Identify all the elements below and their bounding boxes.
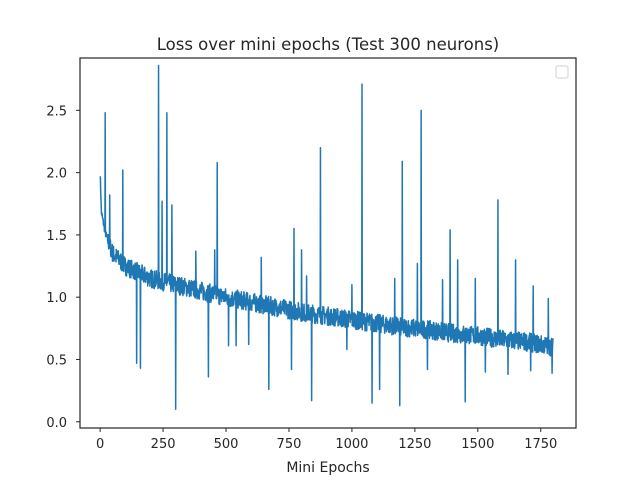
y-axis-ticks: 0.0 0.5 1.0 1.5 2.0 2.5 xyxy=(46,104,80,431)
x-tick-label: 250 xyxy=(151,437,176,452)
x-tick-label: 1000 xyxy=(335,437,368,452)
y-tick-label: 1.5 xyxy=(46,229,67,244)
x-tick-label: 1500 xyxy=(461,437,494,452)
x-tick-label: 1250 xyxy=(398,437,431,452)
y-tick-label: 1.0 xyxy=(46,291,67,306)
y-tick-label: 0.0 xyxy=(46,416,67,431)
loss-series-line xyxy=(99,64,554,411)
x-tick-label: 500 xyxy=(214,437,239,452)
legend-box xyxy=(555,65,569,79)
y-tick-label: 2.5 xyxy=(46,104,67,119)
chart-title: Loss over mini epochs (Test 300 neurons) xyxy=(157,35,500,54)
x-axis-ticks: 0 250 500 750 1000 1250 1500 1750 xyxy=(96,428,557,452)
x-tick-label: 0 xyxy=(96,437,104,452)
x-axis-label: Mini Epochs xyxy=(286,460,369,476)
y-tick-label: 0.5 xyxy=(46,353,67,368)
y-tick-label: 2.0 xyxy=(46,167,67,182)
plot-area xyxy=(99,64,554,411)
x-tick-label: 750 xyxy=(277,437,302,452)
plot-frame xyxy=(79,57,577,429)
x-tick-label: 1750 xyxy=(524,437,557,452)
